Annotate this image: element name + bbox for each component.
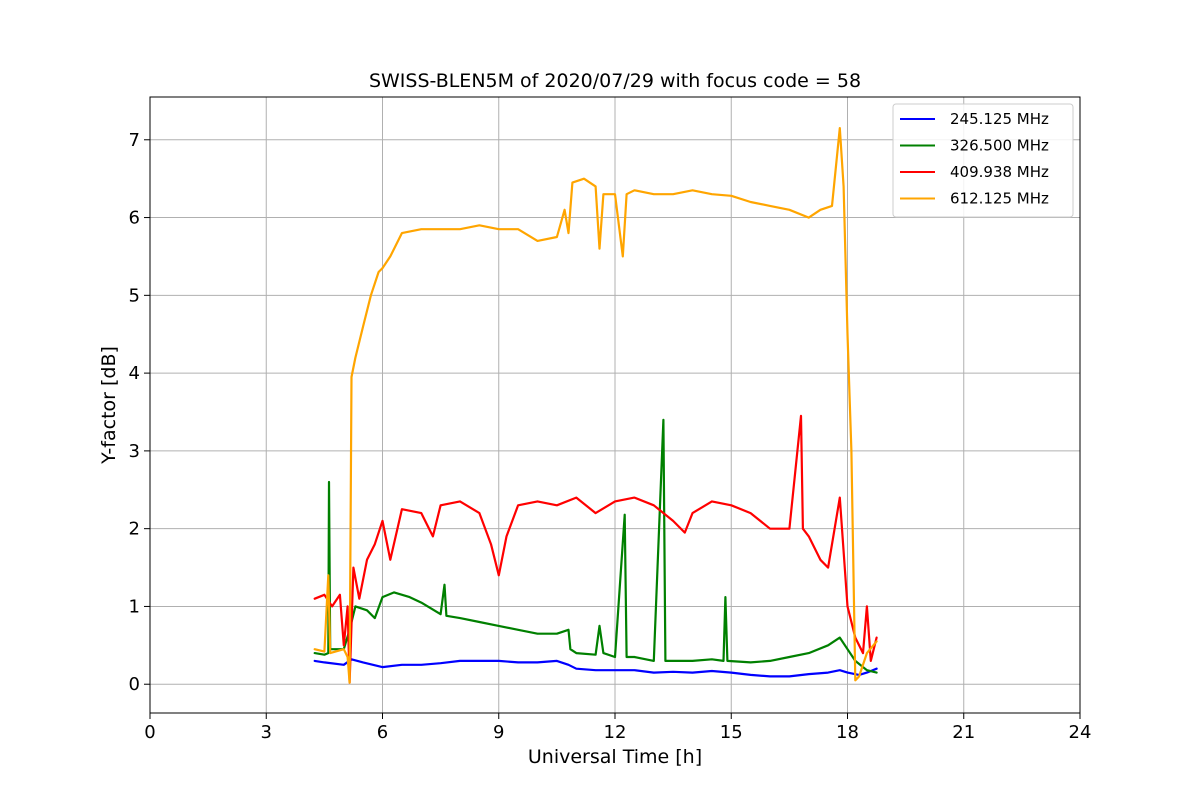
x-tick-label: 3 [261, 722, 272, 743]
series-layer [313, 127, 878, 684]
x-tick-label: 21 [952, 722, 975, 743]
y-tick-label: 1 [129, 596, 140, 617]
y-tick-label: 4 [129, 363, 140, 384]
x-tick-label: 9 [493, 722, 504, 743]
series-line-3 [313, 414, 878, 684]
y-axis-label: Y-factor [dB] [98, 346, 120, 465]
y-tick-label: 6 [129, 208, 140, 229]
y-tick-label: 5 [129, 285, 140, 306]
series-line-4 [313, 127, 878, 684]
legend-label: 409.938 MHz [950, 163, 1049, 181]
y-tick-label: 0 [129, 674, 140, 695]
chart-title: SWISS-BLEN5M of 2020/07/29 with focus co… [369, 70, 861, 92]
x-tick-label: 12 [604, 722, 627, 743]
x-tick-label: 0 [144, 722, 155, 743]
x-axis-label: Universal Time [h] [528, 746, 702, 768]
y-tick-label: 7 [129, 130, 140, 151]
x-tick-label: 18 [836, 722, 859, 743]
series-line-2 [313, 418, 878, 674]
legend-box [892, 103, 1074, 218]
legend: 245.125 MHz 326.500 MHz 409.938 MHz 612.125… [892, 103, 1074, 218]
x-tick-label: 24 [1069, 722, 1092, 743]
x-tick-label: 6 [377, 722, 388, 743]
x-tick-label: 15 [720, 722, 743, 743]
legend-label: 612.125 MHz [950, 190, 1049, 208]
legend-label: 326.500 MHz [950, 137, 1049, 155]
series-line-1 [313, 658, 878, 678]
y-tick-label: 3 [129, 441, 140, 462]
y-tick-label: 2 [129, 519, 140, 540]
legend-label: 245.125 MHz [950, 110, 1049, 128]
